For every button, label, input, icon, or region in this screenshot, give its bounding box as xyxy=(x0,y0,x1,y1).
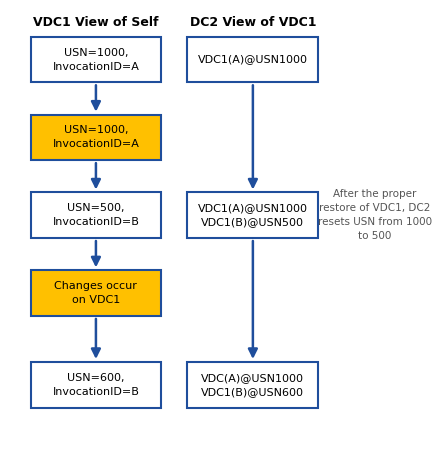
Text: USN=1000,
InvocationID=A: USN=1000, InvocationID=A xyxy=(52,48,140,71)
Text: USN=1000,
InvocationID=A: USN=1000, InvocationID=A xyxy=(52,125,140,149)
FancyBboxPatch shape xyxy=(31,37,161,82)
FancyBboxPatch shape xyxy=(187,192,318,238)
Text: VDC1 View of Self: VDC1 View of Self xyxy=(33,16,159,29)
Text: VDC1(A)@USN1000: VDC1(A)@USN1000 xyxy=(198,55,308,65)
Text: VDC1(A)@USN1000
VDC1(B)@USN500: VDC1(A)@USN1000 VDC1(B)@USN500 xyxy=(198,203,308,227)
FancyBboxPatch shape xyxy=(31,114,161,160)
FancyBboxPatch shape xyxy=(187,37,318,82)
FancyBboxPatch shape xyxy=(31,270,161,316)
FancyBboxPatch shape xyxy=(31,192,161,238)
Text: After the proper
restore of VDC1, DC2
resets USN from 1000
to 500: After the proper restore of VDC1, DC2 re… xyxy=(318,189,432,241)
Text: Changes occur
on VDC1: Changes occur on VDC1 xyxy=(54,281,137,305)
FancyBboxPatch shape xyxy=(187,362,318,408)
Text: VDC(A)@USN1000
VDC1(B)@USN600: VDC(A)@USN1000 VDC1(B)@USN600 xyxy=(201,373,304,397)
Text: USN=600,
InvocationID=B: USN=600, InvocationID=B xyxy=(52,373,140,397)
Text: DC2 View of VDC1: DC2 View of VDC1 xyxy=(190,16,316,29)
FancyBboxPatch shape xyxy=(31,362,161,408)
Text: USN=500,
InvocationID=B: USN=500, InvocationID=B xyxy=(52,203,140,227)
